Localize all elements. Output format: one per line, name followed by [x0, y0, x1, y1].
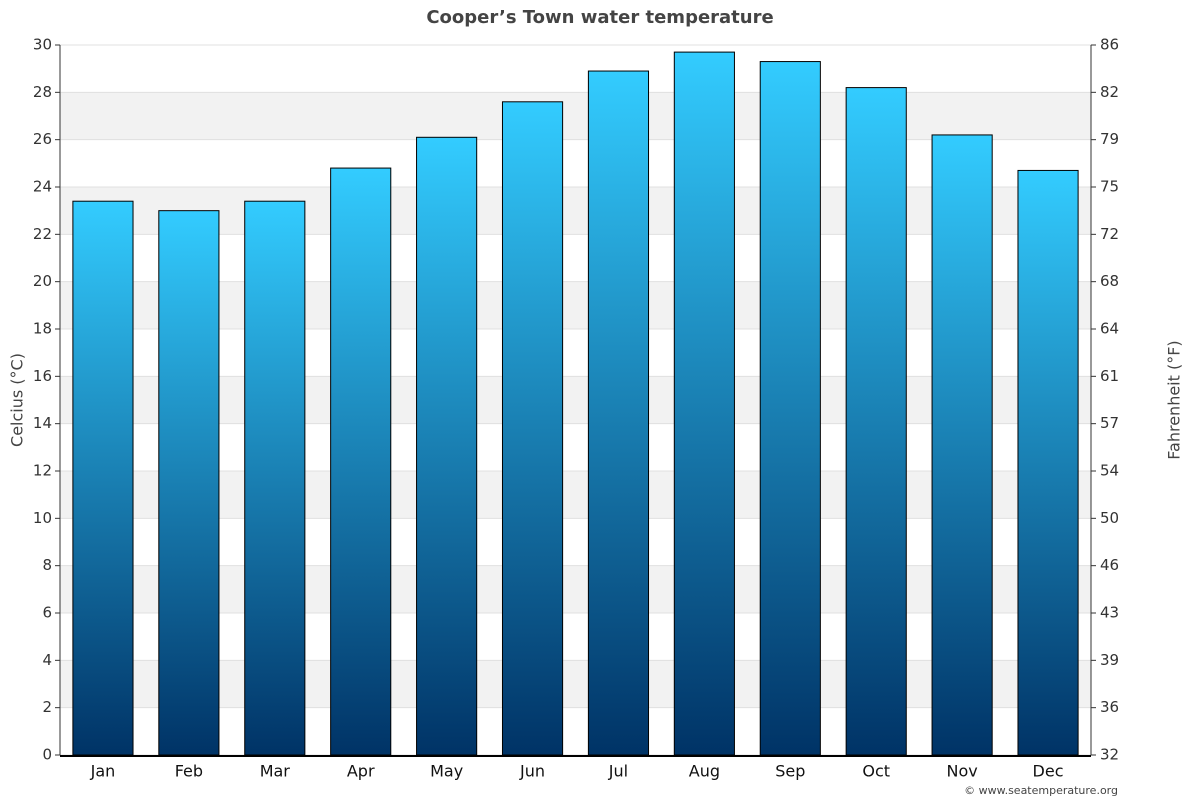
y-tick-label: 26 [33, 130, 52, 148]
y2-tick-label: 61 [1100, 367, 1119, 385]
y-axis-title: Celcius (°C) [8, 353, 27, 447]
y-tick-label: 12 [33, 462, 52, 480]
y-tick-label: 18 [33, 320, 52, 338]
y-tick-label: 28 [33, 83, 52, 101]
y-tick-label: 0 [42, 746, 52, 764]
x-tick-label: Aug [689, 762, 720, 781]
chart-title: Cooper’s Town water temperature [426, 7, 773, 28]
x-tick-label: Mar [260, 762, 291, 781]
bar [244, 200, 306, 756]
y-tick-label: 2 [42, 698, 52, 716]
y2-tick-label: 79 [1100, 130, 1119, 148]
x-tick-label: Oct [862, 762, 890, 781]
y-tick-label: 10 [33, 509, 52, 527]
bar [845, 87, 907, 756]
x-tick-label: Feb [175, 762, 203, 781]
x-tick-label: Jun [519, 762, 545, 781]
y2-tick-label: 82 [1100, 83, 1119, 101]
y-tick-label: 20 [33, 272, 52, 290]
y2-tick-label: 32 [1100, 746, 1119, 764]
y-tick-label: 14 [33, 414, 52, 432]
y2-tick-label: 72 [1100, 225, 1119, 243]
y2-tick-label: 54 [1100, 462, 1119, 480]
bar [501, 101, 564, 756]
y2-tick-label: 57 [1100, 414, 1119, 432]
y2-tick-label: 50 [1100, 509, 1119, 527]
y2-tick-label: 36 [1100, 698, 1119, 716]
bar [673, 51, 735, 756]
x-tick-label: Apr [347, 762, 375, 781]
x-tick-label: Jul [608, 762, 628, 781]
bar [158, 210, 220, 756]
y2-tick-label: 39 [1100, 651, 1119, 669]
source: © www.seatemperature.org [964, 784, 1118, 797]
grid-band [60, 281, 1091, 329]
grid-band [60, 187, 1091, 235]
x-tick-label: May [430, 762, 463, 781]
x-tick-label: Nov [947, 762, 978, 781]
y2-tick-label: 86 [1100, 36, 1119, 54]
y-tick-label: 6 [42, 604, 52, 622]
y2-tick-label: 46 [1100, 556, 1119, 574]
bar [759, 61, 821, 756]
x-tick-label: Dec [1033, 762, 1064, 781]
grid-band [60, 471, 1091, 519]
y-tick-label: 8 [42, 556, 52, 574]
y-tick-label: 4 [42, 651, 52, 669]
bar [931, 134, 993, 756]
y-tick-label: 16 [33, 367, 52, 385]
y2-tick-label: 75 [1100, 178, 1119, 196]
grid-band [60, 565, 1091, 613]
grid-band [60, 92, 1091, 140]
grid-band [60, 660, 1091, 708]
y-tick-label: 30 [33, 36, 52, 54]
x-tick-label: Sep [775, 762, 805, 781]
y2-tick-label: 43 [1100, 604, 1119, 622]
y2-tick-label: 64 [1100, 320, 1119, 338]
y-tick-label: 24 [33, 178, 52, 196]
y2-axis-title: Fahrenheit (°F) [1165, 340, 1184, 459]
bar [416, 136, 478, 756]
y2-tick-label: 68 [1100, 272, 1119, 290]
y-tick-label: 22 [33, 225, 52, 243]
grid-band [60, 376, 1091, 424]
bar [330, 167, 392, 756]
x-tick-label: Jan [90, 762, 116, 781]
bar [72, 200, 134, 756]
bar [587, 70, 650, 756]
bar [1017, 169, 1079, 756]
